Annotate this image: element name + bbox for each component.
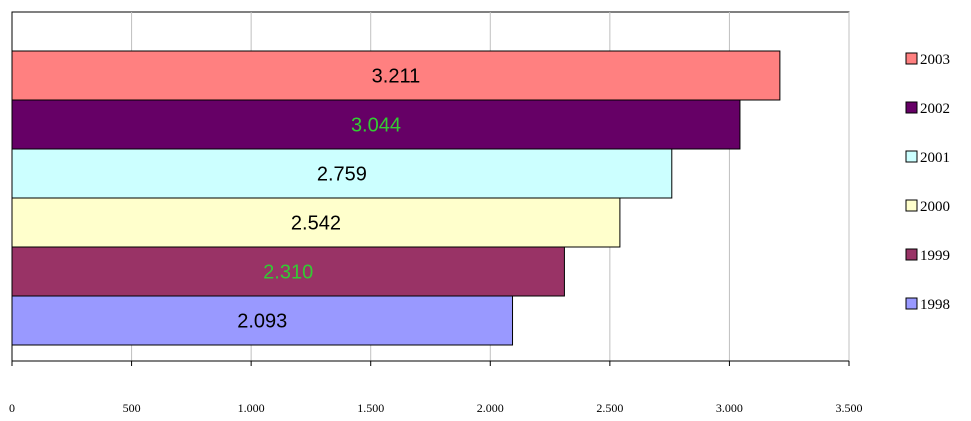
legend-swatch-2000 — [905, 199, 918, 212]
data-label-2002: 3.044 — [351, 115, 401, 137]
bar-2000 — [11, 197, 621, 248]
x-tick-label: 3.000 — [716, 401, 743, 415]
data-label-2001: 2.759 — [317, 164, 367, 186]
legend-label-2003: 2003 — [920, 52, 950, 68]
x-tick-label: 1.000 — [238, 401, 265, 415]
data-label-1999: 2.310 — [263, 262, 313, 284]
x-tick-label: 1.500 — [357, 401, 384, 415]
bar-1999 — [11, 246, 565, 297]
data-label-2000: 2.542 — [291, 213, 341, 235]
legend-swatch-2003 — [905, 52, 918, 65]
x-tick-label: 2.000 — [477, 401, 504, 415]
data-label-1998: 2.093 — [237, 311, 287, 333]
x-tick-label: 500 — [123, 401, 141, 415]
x-tick-label: 0 — [9, 401, 15, 415]
bar-1998 — [11, 295, 514, 346]
legend-label-1999: 1999 — [920, 248, 950, 264]
legend-label-1998: 1998 — [920, 297, 950, 313]
bar-2001 — [11, 148, 673, 199]
x-tick-label: 3.500 — [836, 401, 863, 415]
legend-swatch-1998 — [905, 297, 918, 310]
legend-label-2002: 2002 — [920, 101, 950, 117]
legend-swatch-1999 — [905, 248, 918, 261]
legend-swatch-2001 — [905, 150, 918, 163]
legend-label-2001: 2001 — [920, 150, 950, 166]
x-tick-label: 2.500 — [596, 401, 623, 415]
data-label-2003: 3.211 — [372, 66, 421, 88]
legend-swatch-2002 — [905, 101, 918, 114]
legend-label-2000: 2000 — [920, 199, 950, 215]
